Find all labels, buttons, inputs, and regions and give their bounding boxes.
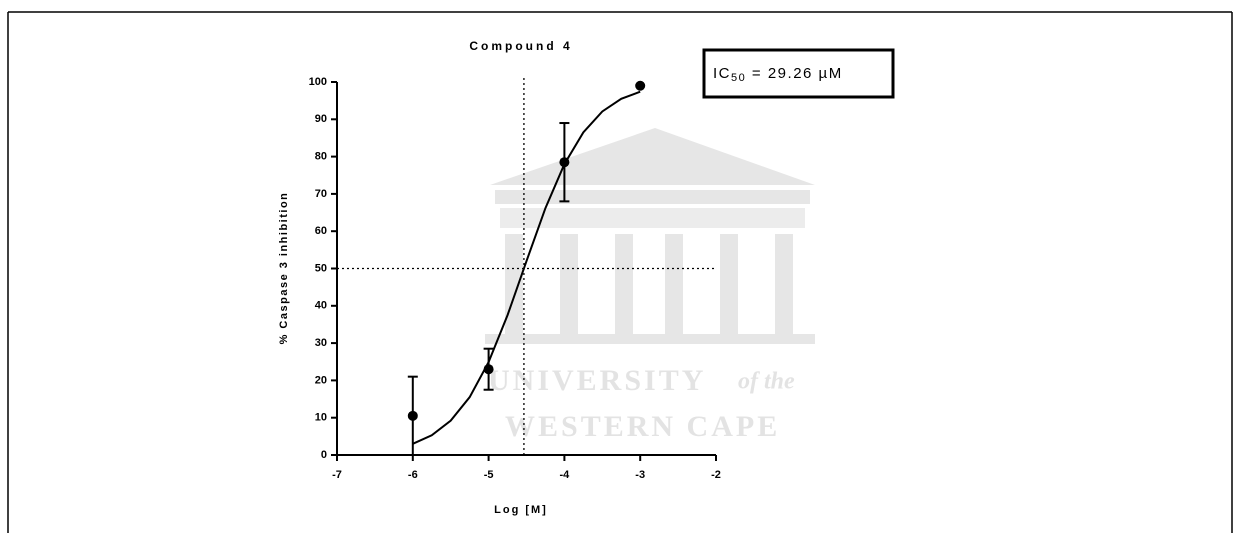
watermark: UNIVERSITY of the WESTERN CAPE	[485, 128, 815, 443]
data-point	[559, 157, 570, 168]
y-tick-label: 100	[309, 76, 327, 88]
x-tick-label: -3	[635, 469, 645, 481]
annotation-main: IC	[713, 65, 731, 82]
x-axis-label: Log [M]	[494, 504, 548, 516]
x-tick-label: -6	[408, 469, 418, 481]
x-tick-label: -7	[332, 469, 342, 481]
frame	[7, 11, 1233, 533]
annotation-subscript: 50	[731, 72, 746, 84]
x-tick-label: -2	[711, 469, 721, 481]
y-tick-label: 40	[315, 300, 327, 312]
y-tick-label: 50	[315, 262, 327, 274]
watermark-text: UNIVERSITY	[488, 364, 706, 397]
x-tick-label: -4	[560, 469, 571, 481]
data-point	[483, 364, 494, 375]
y-tick-label: 20	[315, 374, 327, 386]
watermark-text: WESTERN CAPE	[505, 410, 780, 443]
y-tick-label: 10	[315, 412, 327, 424]
y-tick-label: 0	[321, 449, 327, 461]
fit-curve	[412, 90, 641, 445]
y-tick-label: 70	[315, 188, 327, 200]
data-point	[635, 80, 646, 91]
annotation-rest: = 29.26 µM	[746, 65, 842, 82]
annotation-box	[702, 48, 895, 99]
x-tick-label: -5	[484, 469, 494, 481]
y-axis-label: % Caspase 3 inhibition	[278, 192, 290, 345]
watermark-text: of the	[738, 369, 795, 395]
annotation: IC50 = 29.26 µM	[713, 65, 843, 84]
y-tick-label: 80	[315, 151, 327, 163]
data-point	[407, 410, 418, 421]
y-tick-label: 60	[315, 225, 327, 237]
y-tick-label: 90	[315, 113, 327, 125]
y-tick-label: 30	[315, 337, 327, 349]
chart-title: Compound 4	[469, 39, 572, 53]
